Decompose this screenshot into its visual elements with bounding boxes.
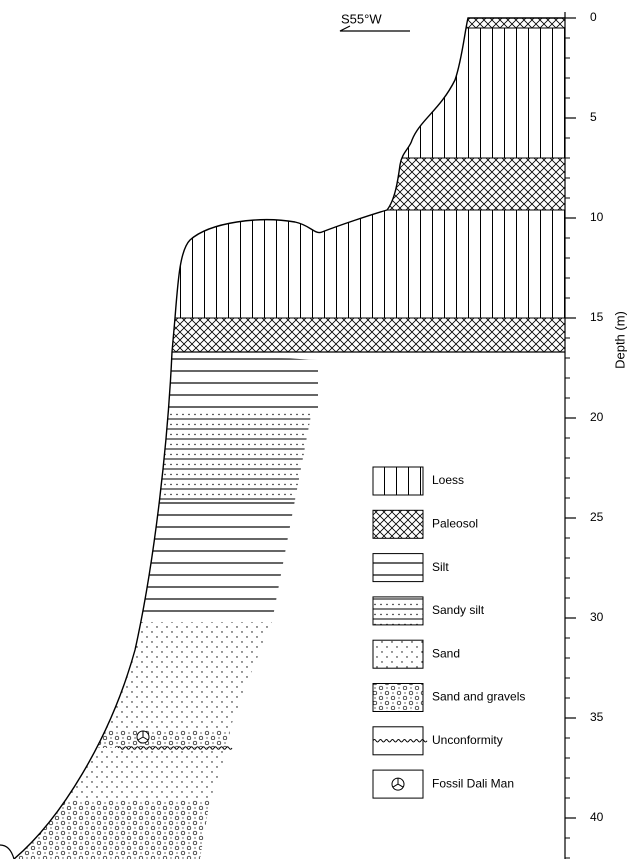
section-diagram: S55°W Depth (m) Loess Paleosol Silt Sandy s… xyxy=(0,0,629,859)
legend-swatch xyxy=(373,597,423,625)
tick-label: 35 xyxy=(590,710,604,724)
tick-label: 0 xyxy=(590,10,597,24)
direction-arrow xyxy=(340,26,410,31)
page: S55°W Depth (m) Loess Paleosol Silt Sandy s… xyxy=(0,0,629,859)
layer xyxy=(160,210,570,318)
legend-swatch xyxy=(373,554,423,582)
legend-label: Paleosol xyxy=(432,516,478,530)
legend-label: Sand xyxy=(432,646,460,660)
tick-label: 20 xyxy=(590,410,604,424)
curl xyxy=(0,845,14,859)
layer xyxy=(0,730,330,748)
legend-swatch xyxy=(373,640,423,668)
legend-swatch xyxy=(373,684,423,712)
legend-label: Sand and gravels xyxy=(432,690,525,704)
layer xyxy=(0,352,330,410)
legend-swatch xyxy=(373,467,423,495)
layer xyxy=(160,318,570,352)
layer xyxy=(0,800,330,859)
direction-label: S55°W xyxy=(341,11,382,26)
legend-label: Sandy silt xyxy=(432,603,485,617)
depth-axis-label: Depth (m) xyxy=(612,311,627,369)
tick-label: 5 xyxy=(590,110,597,124)
tick-label: 30 xyxy=(590,610,604,624)
tick-label: 25 xyxy=(590,510,604,524)
layer xyxy=(0,748,330,800)
legend-label: Unconformity xyxy=(432,733,503,747)
legend-label: Fossil Dali Man xyxy=(432,776,514,790)
layer xyxy=(0,500,330,622)
legend: Loess Paleosol Silt Sandy silt Sand Sand and … xyxy=(373,467,525,798)
layer xyxy=(160,28,570,158)
tick-label: 10 xyxy=(590,210,604,224)
layer xyxy=(0,622,330,730)
legend-label: Loess xyxy=(432,473,464,487)
tick-label: 15 xyxy=(590,310,604,324)
layer xyxy=(160,158,570,210)
tick-label: 40 xyxy=(590,810,604,824)
legend-label: Silt xyxy=(432,560,449,574)
legend-swatch xyxy=(373,510,423,538)
